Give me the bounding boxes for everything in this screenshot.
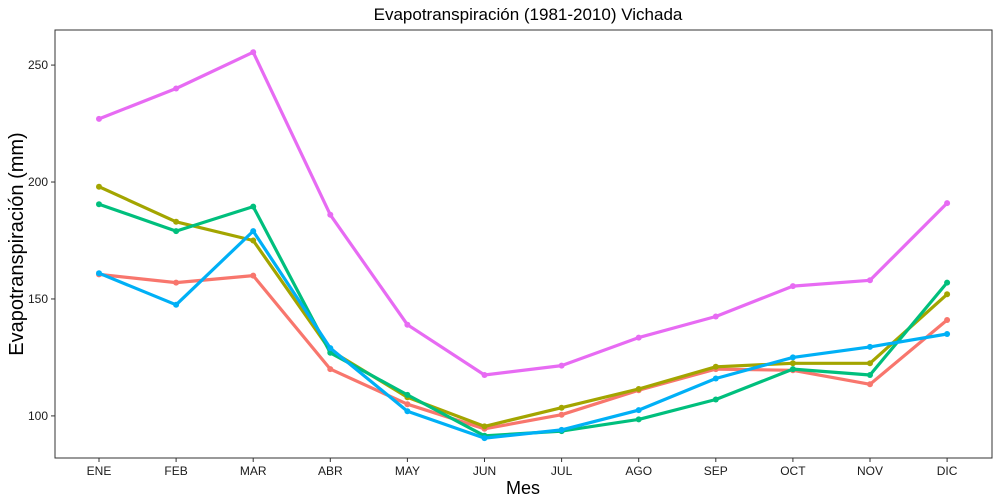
x-tick-label: FEB [164, 464, 187, 478]
series-line [97, 272, 949, 431]
data-point [404, 391, 411, 398]
data-point [635, 416, 642, 423]
data-point [173, 279, 180, 286]
x-tick-label: JUN [473, 464, 496, 478]
series-layer [96, 49, 951, 442]
data-point [173, 85, 180, 92]
data-point [173, 228, 180, 235]
x-axis-label: Mes [506, 478, 540, 498]
x-tick-label: ENE [87, 464, 112, 478]
data-point [558, 362, 565, 369]
data-point [173, 218, 180, 225]
data-point [712, 313, 719, 320]
y-axis-label: Evapotranspiración (mm) [6, 132, 28, 355]
data-point [327, 366, 334, 373]
series-4 [96, 228, 951, 442]
x-tick-label: SEP [704, 464, 728, 478]
series-line [97, 185, 949, 428]
data-point [867, 343, 873, 350]
data-point [867, 372, 873, 378]
data-point [96, 115, 102, 122]
y-tick-label: 150 [28, 292, 48, 306]
data-point [250, 49, 257, 56]
data-point [250, 272, 257, 279]
data-point [404, 408, 411, 415]
data-point [173, 301, 180, 308]
data-point [327, 345, 334, 352]
chart-title: Evapotranspiración (1981-2010) Vichada [374, 5, 683, 24]
data-point [944, 331, 951, 337]
data-point [404, 401, 411, 408]
series-line [97, 229, 949, 440]
plot-border [54, 29, 993, 459]
data-point [558, 426, 565, 433]
data-point [481, 435, 488, 442]
data-point [712, 396, 719, 403]
data-point [250, 203, 257, 210]
data-point [867, 360, 873, 367]
x-tick-label: NOV [857, 464, 883, 478]
y-tick-label: 100 [28, 409, 48, 423]
y-tick-label: 200 [28, 175, 48, 189]
x-tick-label: JUL [551, 464, 573, 478]
data-point [481, 372, 488, 378]
data-point [327, 211, 334, 218]
data-point [404, 321, 411, 328]
data-point [789, 360, 796, 367]
x-tick-label: DIC [937, 464, 958, 478]
data-point [867, 381, 873, 388]
x-axis: ENE FEB MAR ABR MAY JUN JUL AGO SEP OCT NOV DIC [87, 458, 958, 478]
data-point [558, 411, 565, 418]
data-point [96, 270, 102, 277]
data-point [944, 279, 951, 286]
data-point [789, 366, 796, 373]
data-point [712, 363, 719, 370]
data-point [635, 407, 642, 414]
data-point [481, 423, 488, 430]
data-point [944, 200, 951, 207]
x-tick-label: MAY [395, 464, 420, 478]
data-point [250, 237, 257, 244]
data-point [789, 283, 796, 290]
data-point [250, 228, 257, 235]
data-point [635, 334, 642, 341]
series-line [97, 50, 949, 377]
data-point [558, 404, 565, 411]
x-tick-label: AGO [625, 464, 652, 478]
data-point [944, 291, 951, 298]
data-point [96, 201, 102, 208]
plot-panel [54, 29, 993, 459]
x-tick-label: OCT [780, 464, 806, 478]
y-axis: 100 150 200 250 [28, 58, 55, 423]
data-point [635, 386, 642, 392]
data-point [96, 183, 102, 190]
data-point [944, 317, 951, 323]
x-tick-label: ABR [318, 464, 343, 478]
data-point [789, 354, 796, 361]
y-tick-label: 250 [28, 58, 48, 72]
series-5 [96, 49, 951, 378]
data-point [867, 277, 873, 284]
data-point [712, 375, 719, 382]
x-tick-label: MAR [240, 464, 267, 478]
